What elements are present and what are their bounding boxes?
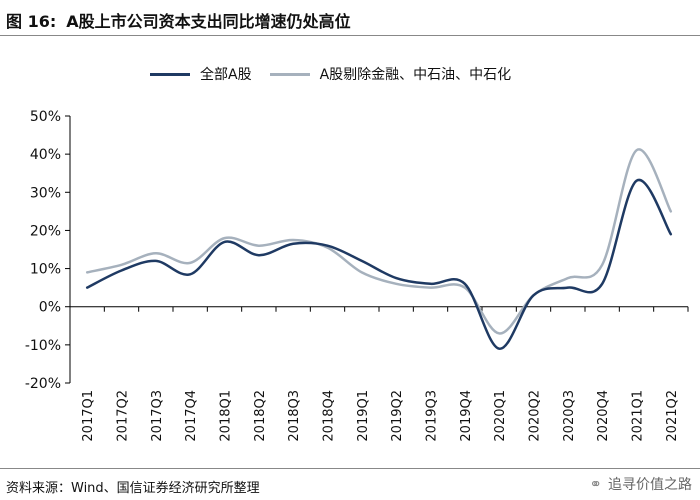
wechat-icon: ⚭	[589, 475, 602, 493]
y-tick-label: 50%	[30, 109, 61, 125]
source-note: 资料来源：Wind、国信证券经济研究所整理	[6, 481, 260, 496]
watermark-text: 追寻价值之路	[608, 477, 692, 493]
y-tick-label: 30%	[30, 185, 61, 201]
x-tick-label: 2019Q1	[356, 390, 371, 442]
x-tick-label: 2017Q4	[184, 390, 199, 442]
watermark: ⚭ 追寻价值之路	[589, 474, 692, 494]
y-tick-label: 40%	[30, 147, 61, 163]
x-tick-label: 2018Q1	[219, 390, 234, 442]
y-tick-label: 20%	[30, 223, 61, 239]
x-tick-label: 2020Q3	[562, 390, 577, 442]
x-tick-label: 2020Q1	[493, 390, 508, 442]
legend-label-series1: 全部A股	[200, 67, 252, 83]
series-line-2	[85, 148, 673, 335]
legend-line-series1	[150, 72, 190, 76]
chart-legend: 全部A股 A股剔除金融、中石油、中石化	[150, 64, 529, 84]
figure-number: 图 16:	[6, 12, 57, 31]
figure-title: 图 16: A股上市公司资本支出同比增速仍处高位	[6, 8, 351, 32]
x-tick-label: 2017Q3	[150, 390, 165, 442]
x-tick-label: 2018Q3	[287, 390, 302, 442]
line-chart: -20% -10% 0% 10% 20% 30% 40% 50% 2017Q1 2017Q2 201…	[25, 109, 689, 442]
x-tick-label: 2017Q1	[81, 390, 96, 442]
source-bar: 资料来源：Wind、国信证券经济研究所整理 ⚭ 追寻价值之路	[0, 468, 700, 500]
x-tick-label: 2019Q4	[459, 390, 474, 442]
legend-item-series1: 全部A股	[150, 64, 252, 84]
x-tick-label: 2019Q3	[425, 390, 440, 442]
x-tick-label: 2017Q2	[116, 390, 131, 442]
x-tick-label: 2018Q4	[322, 390, 337, 442]
x-tick-label: 2020Q4	[596, 390, 611, 442]
x-tick-label: 2021Q1	[631, 390, 646, 442]
y-tick-label: 10%	[30, 262, 61, 278]
y-tick-label: -10%	[25, 338, 61, 354]
series-line-1	[85, 178, 673, 350]
x-tick-label: 2020Q2	[528, 390, 543, 442]
y-tick-label: -20%	[25, 376, 61, 392]
legend-item-series2: A股剔除金融、中石油、中石化	[269, 64, 512, 84]
title-bar: 图 16: A股上市公司资本支出同比增速仍处高位	[0, 0, 700, 36]
legend-label-series2: A股剔除金融、中石油、中石化	[319, 67, 512, 83]
figure-title-text: A股上市公司资本支出同比增速仍处高位	[66, 12, 351, 31]
y-tick-label: 0%	[39, 300, 61, 316]
legend-line-series2	[269, 72, 310, 76]
x-tick-label: 2019Q2	[390, 390, 405, 442]
x-tick-label: 2018Q2	[253, 390, 268, 442]
x-tick-label: 2021Q2	[665, 390, 680, 442]
